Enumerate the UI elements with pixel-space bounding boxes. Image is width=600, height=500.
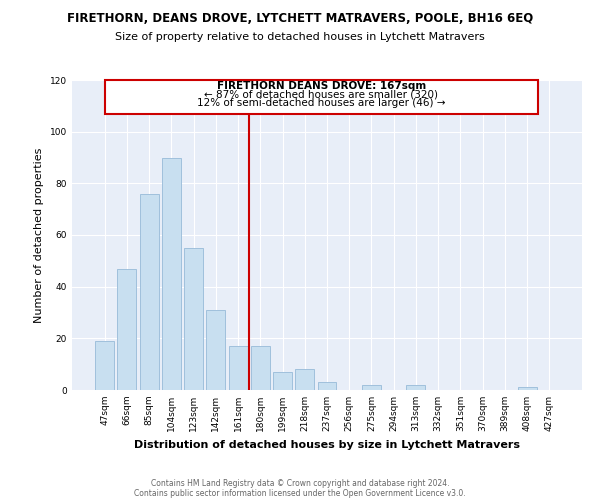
Text: Contains HM Land Registry data © Crown copyright and database right 2024.: Contains HM Land Registry data © Crown c… <box>151 478 449 488</box>
Text: Size of property relative to detached houses in Lytchett Matravers: Size of property relative to detached ho… <box>115 32 485 42</box>
Text: FIRETHORN DEANS DROVE: 167sqm: FIRETHORN DEANS DROVE: 167sqm <box>217 82 426 92</box>
Bar <box>362 385 381 390</box>
Bar <box>95 341 114 390</box>
Bar <box>406 385 425 390</box>
FancyBboxPatch shape <box>104 80 538 114</box>
Bar <box>273 372 292 390</box>
Text: 12% of semi-detached houses are larger (46) →: 12% of semi-detached houses are larger (… <box>197 98 446 108</box>
Bar <box>206 310 225 390</box>
Bar <box>251 346 270 390</box>
Bar <box>140 194 158 390</box>
Text: FIRETHORN, DEANS DROVE, LYTCHETT MATRAVERS, POOLE, BH16 6EQ: FIRETHORN, DEANS DROVE, LYTCHETT MATRAVE… <box>67 12 533 26</box>
Bar <box>184 248 203 390</box>
Bar <box>162 158 181 390</box>
Bar <box>229 346 248 390</box>
Y-axis label: Number of detached properties: Number of detached properties <box>34 148 44 322</box>
Bar <box>295 370 314 390</box>
X-axis label: Distribution of detached houses by size in Lytchett Matravers: Distribution of detached houses by size … <box>134 440 520 450</box>
Bar <box>118 268 136 390</box>
Bar <box>518 388 536 390</box>
Text: ← 87% of detached houses are smaller (320): ← 87% of detached houses are smaller (32… <box>205 89 439 99</box>
Bar <box>317 382 337 390</box>
Text: Contains public sector information licensed under the Open Government Licence v3: Contains public sector information licen… <box>134 488 466 498</box>
